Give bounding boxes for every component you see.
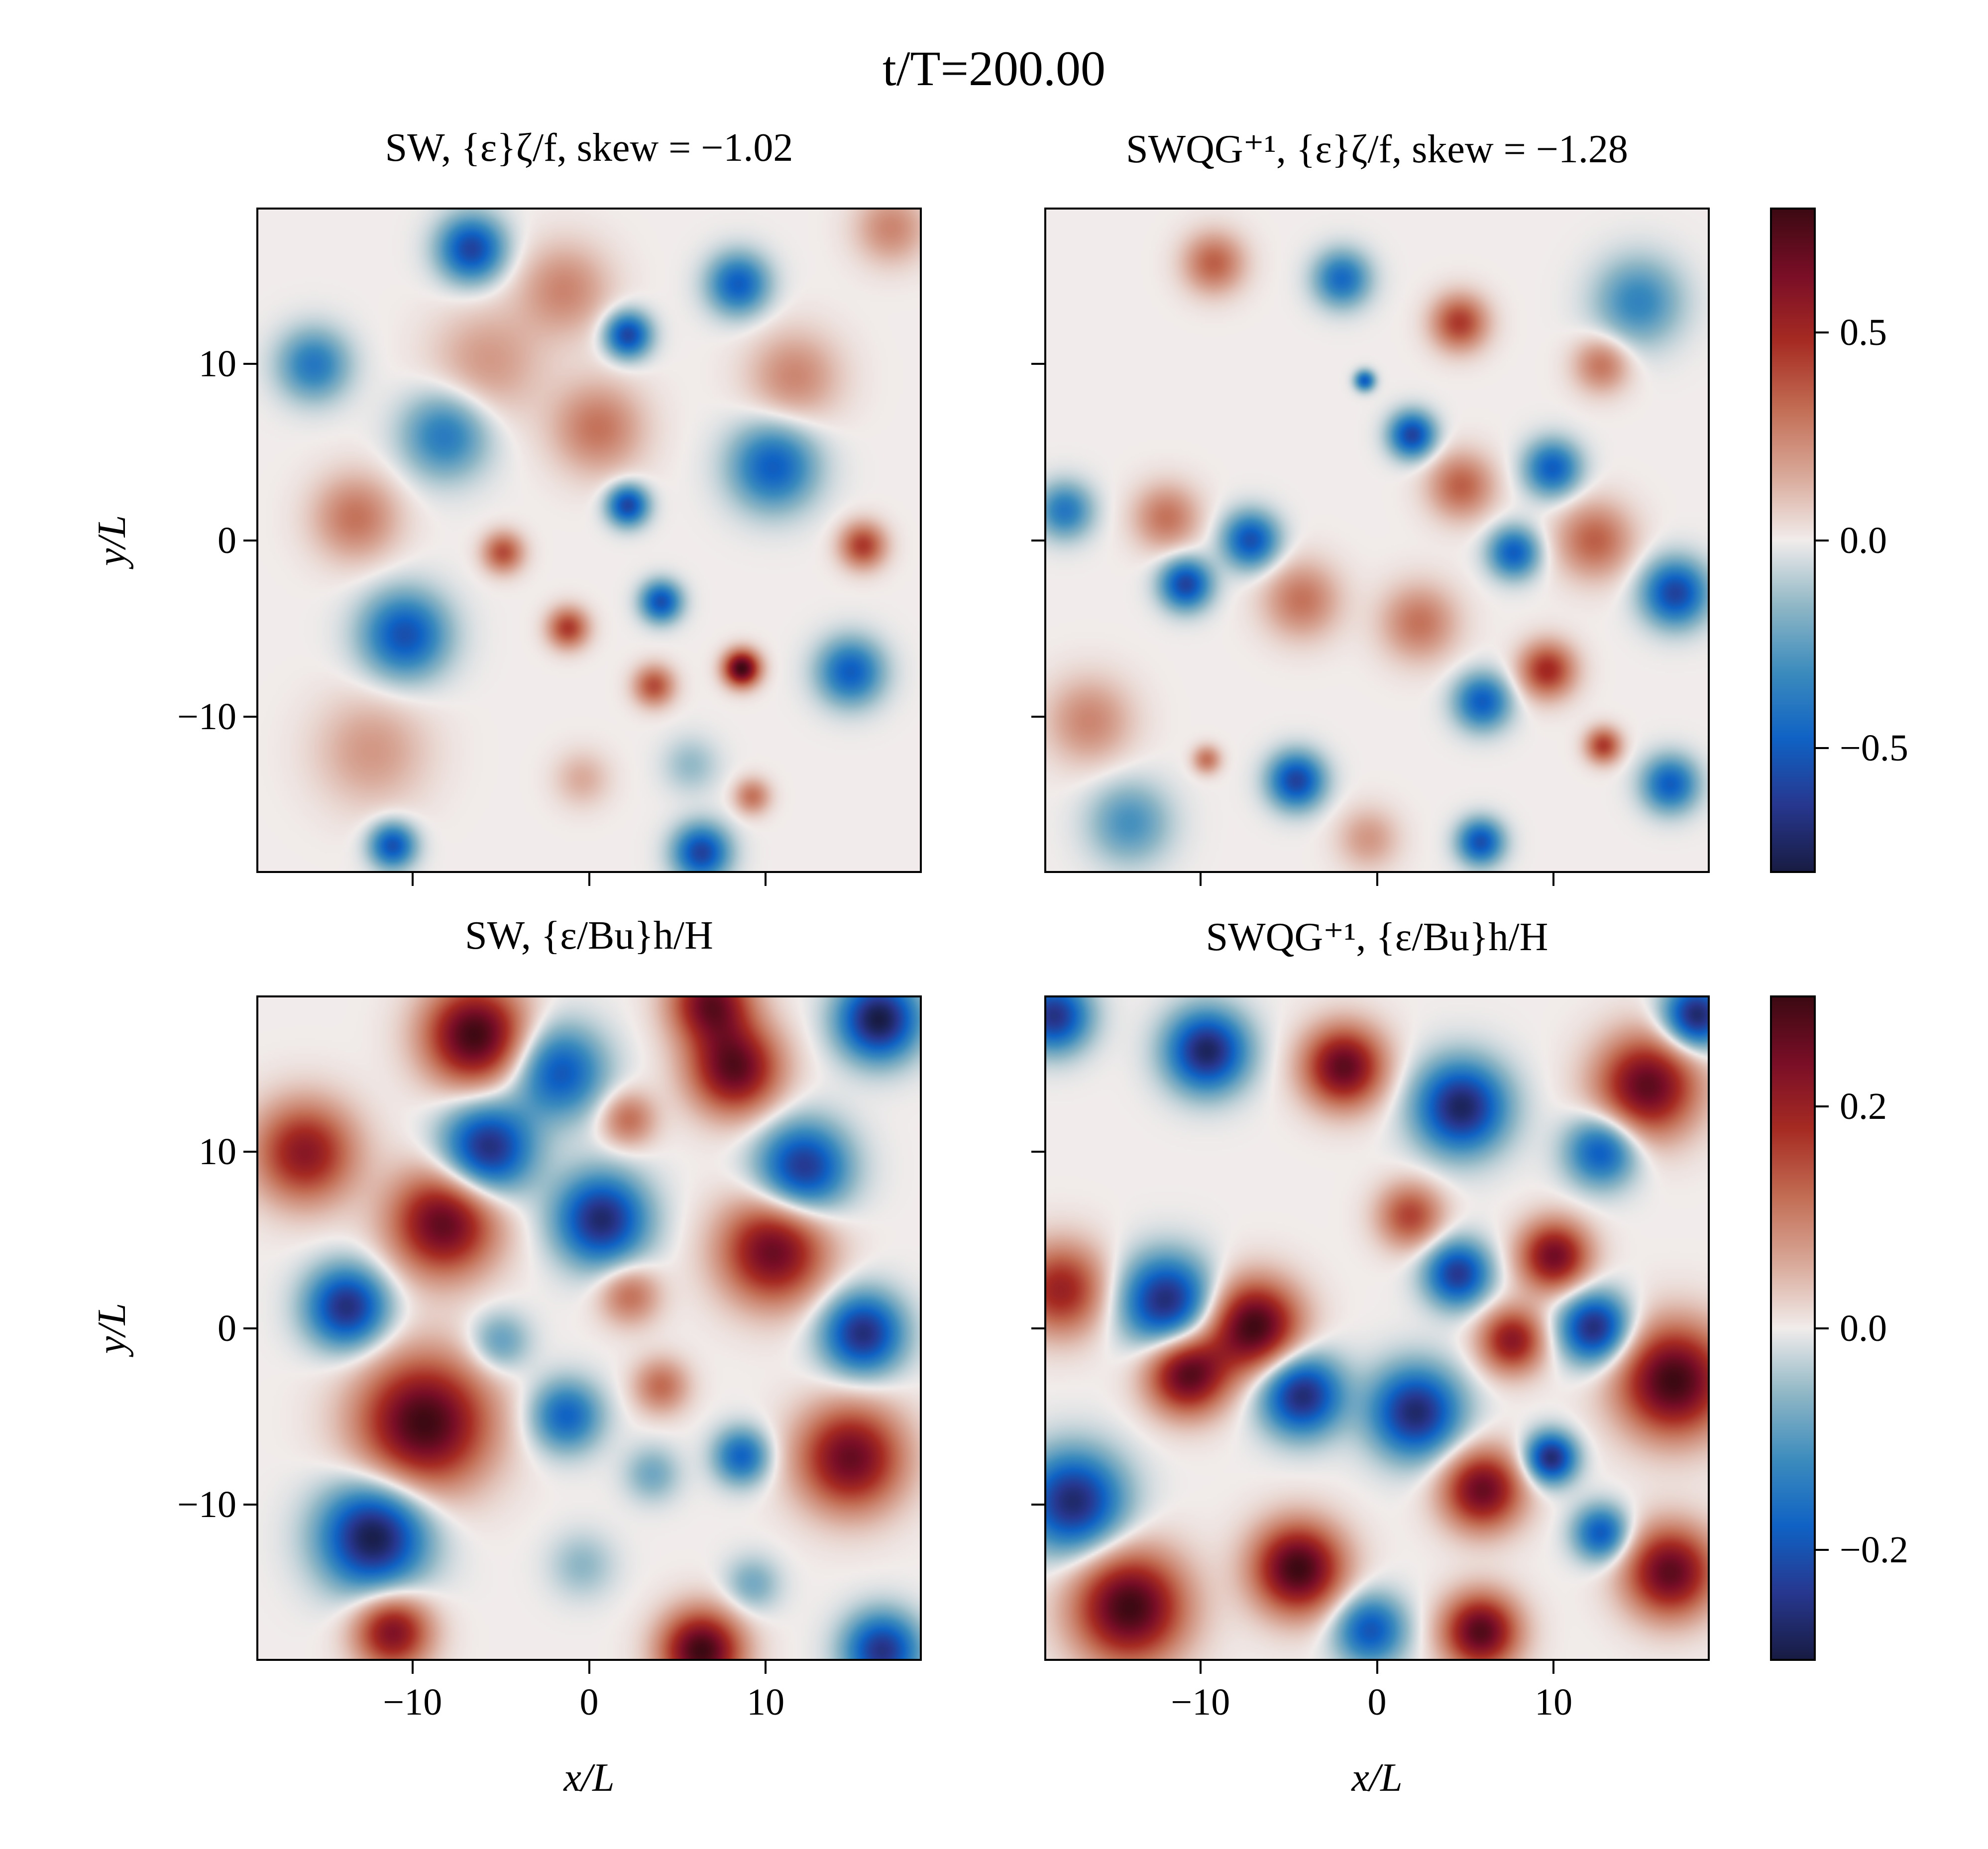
- y-tick-label: 10: [199, 1130, 236, 1173]
- heatmap-image: [258, 210, 920, 871]
- x-tick-label: −10: [383, 1681, 442, 1723]
- y-tick-label: 0: [218, 519, 236, 561]
- x-tick: [411, 1661, 414, 1674]
- x-tick: [411, 873, 414, 886]
- colorbar-tick-label: 0.5: [1840, 311, 1887, 353]
- colorbar-tick: [1816, 331, 1829, 333]
- colorbar-tick: [1816, 1327, 1829, 1329]
- figure-title: t/T=200.00: [882, 41, 1106, 96]
- panel-title: SWQG⁺¹, {ε}ζ/f, skew = −1.28: [1126, 127, 1628, 171]
- heatmap-image: [258, 997, 920, 1659]
- y-tick-label: −10: [177, 1484, 236, 1526]
- panel-title: SW, {ε}ζ/f, skew = −1.02: [385, 126, 793, 170]
- heatmap-panel-bl: [256, 995, 922, 1661]
- colorbar-tick-label: 0.0: [1840, 519, 1887, 561]
- y-tick: [1031, 1150, 1044, 1153]
- colorbar-2: [1770, 995, 1816, 1661]
- x-tick-label: 10: [747, 1681, 785, 1723]
- panel-title: SWQG⁺¹, {ε/Bu}h/H: [1206, 915, 1548, 959]
- x-tick: [1199, 873, 1202, 886]
- colorbar-1: [1770, 208, 1816, 873]
- x-tick-label: 0: [579, 1681, 599, 1723]
- x-tick: [765, 1661, 767, 1674]
- colorbar-tick-label: 0.0: [1840, 1307, 1887, 1349]
- heatmap-image: [1046, 997, 1708, 1659]
- x-tick: [1552, 873, 1555, 886]
- heatmap-panel-tl: [256, 208, 922, 873]
- y-tick: [1031, 539, 1044, 542]
- heatmap-image: [1046, 210, 1708, 871]
- y-tick-label: 0: [218, 1307, 236, 1349]
- y-tick: [243, 716, 256, 718]
- heatmap-panel-tr: [1044, 208, 1710, 873]
- y-tick: [243, 539, 256, 542]
- x-tick: [1199, 1661, 1202, 1674]
- x-tick: [1376, 873, 1378, 886]
- colorbar-tick-label: −0.5: [1840, 727, 1908, 769]
- colorbar-tick: [1816, 1105, 1829, 1107]
- y-axis-label: y/L: [90, 1303, 134, 1354]
- y-tick: [1031, 1504, 1044, 1506]
- colorbar-tick-label: −0.2: [1840, 1529, 1908, 1571]
- y-tick: [243, 1327, 256, 1329]
- x-axis-label: x/L: [563, 1756, 615, 1800]
- x-tick-label: 10: [1535, 1681, 1573, 1723]
- x-tick: [1376, 1661, 1378, 1674]
- x-tick: [1552, 1661, 1555, 1674]
- y-tick: [243, 362, 256, 365]
- x-tick: [588, 873, 590, 886]
- y-tick-label: 10: [199, 342, 236, 385]
- y-axis-label: y/L: [90, 515, 134, 566]
- heatmap-panel-br: [1044, 995, 1710, 1661]
- x-tick: [765, 873, 767, 886]
- y-tick: [243, 1504, 256, 1506]
- colorbar-tick: [1816, 747, 1829, 750]
- colorbar-tick: [1816, 1549, 1829, 1551]
- x-axis-label: x/L: [1351, 1756, 1403, 1800]
- y-tick: [1031, 716, 1044, 718]
- y-tick: [243, 1150, 256, 1153]
- x-tick-label: −10: [1171, 1681, 1230, 1723]
- x-tick: [588, 1661, 590, 1674]
- colorbar-tick: [1816, 539, 1829, 542]
- y-tick-label: −10: [177, 696, 236, 738]
- colorbar-tick-label: 0.2: [1840, 1085, 1887, 1127]
- panel-title: SW, {ε/Bu}h/H: [465, 914, 713, 958]
- y-tick: [1031, 362, 1044, 365]
- x-tick-label: 0: [1367, 1681, 1387, 1723]
- y-tick: [1031, 1327, 1044, 1329]
